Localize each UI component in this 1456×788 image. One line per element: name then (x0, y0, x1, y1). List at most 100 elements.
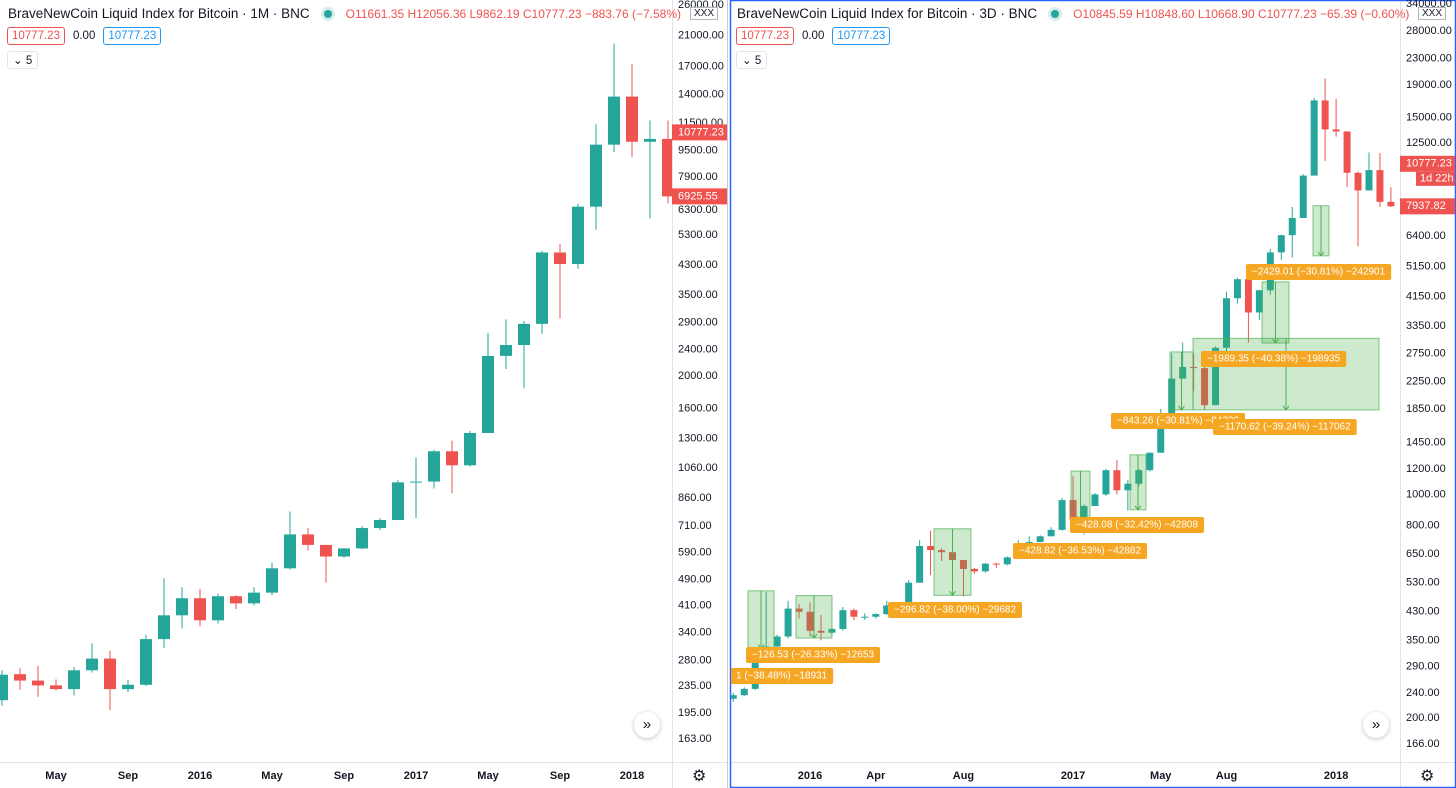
y-tick-label: 15000.00 (1406, 112, 1452, 124)
settings[interactable]: ⚙ (692, 768, 707, 785)
symbol-box[interactable]: XXX (690, 7, 719, 20)
y-tick-label: 350.00 (1406, 634, 1440, 646)
candle-body (194, 598, 206, 621)
measure-label: −428.82 (−36.53%) −42882 (1019, 546, 1141, 557)
candle-body (1387, 201, 1395, 207)
y-tick-label: 800.00 (1406, 519, 1440, 531)
y-tick-label: 1600.00 (678, 402, 718, 414)
price-label-bg (1400, 198, 1455, 215)
candle-body (86, 658, 98, 671)
candle-body (872, 614, 880, 617)
candle-body (981, 563, 989, 572)
candle-body (410, 481, 422, 483)
candle-body (927, 546, 935, 551)
y-tick-label: 17000.00 (678, 60, 724, 72)
price-label: 7937.82 (1406, 200, 1446, 212)
candle-body (68, 670, 80, 690)
candle-body (572, 206, 584, 265)
measure-label: −1989.35 (−40.38%) −198935 (1207, 354, 1341, 365)
countdown: 1d 22h (1420, 173, 1454, 185)
measure-label-bg (1070, 517, 1205, 533)
measure-label: −296.82 (−38.00%) −29682 (894, 605, 1016, 616)
ask-badge[interactable]: 10777.23 (103, 27, 162, 45)
measure-label-bg (1246, 264, 1392, 280)
candle-body (1354, 172, 1362, 191)
y-tick-label: 1850.00 (1406, 403, 1446, 415)
candle-body (428, 451, 440, 482)
candle-body (938, 550, 946, 553)
y-tick-label: 2750.00 (1406, 348, 1446, 360)
candle-body (158, 615, 170, 640)
candle-body (536, 252, 548, 324)
candle-body (806, 611, 814, 631)
candle-body (839, 610, 847, 629)
candle-body (1223, 298, 1230, 348)
measure-arrowhead (1272, 338, 1279, 344)
candle-body (905, 582, 913, 604)
bid-badge[interactable]: 10777.23 (736, 27, 794, 45)
y-tick-label: 240.00 (1406, 687, 1440, 699)
x-tick-label: Sep (118, 770, 138, 782)
y-tick-label: 235.00 (678, 680, 712, 692)
y-tick-label: 3350.00 (1406, 320, 1446, 332)
candle-body (32, 680, 44, 686)
x-tick-label: Aug (1216, 770, 1237, 782)
status-dot (323, 9, 332, 18)
indicators-toggle[interactable]: ⌄ 5 (736, 51, 768, 69)
scroll-to-latest[interactable]: » (634, 712, 660, 738)
settings[interactable]: ⚙ (1420, 768, 1435, 785)
x-tick-label: May (477, 770, 499, 782)
y-tick-label: 490.00 (678, 574, 712, 586)
candle-body (1201, 368, 1209, 406)
legend: BraveNewCoin Liquid Index for Bitcoin · … (8, 6, 681, 21)
y-tick-label: 12500.00 (1406, 137, 1452, 149)
bid-badge[interactable]: 10777.23 (7, 27, 65, 45)
y-tick-label: 6300.00 (678, 204, 718, 216)
x-tick-label: 2017 (404, 770, 428, 782)
indicators-toggle[interactable]: ⌄ 5 (7, 51, 39, 69)
x-tick-label: Sep (550, 770, 570, 782)
candle-body (392, 482, 404, 521)
plot-area: 1 (−38.48%) −18931 −126.53 (−26.33%) −126… (731, 78, 1395, 702)
indicator-count: 5 (25, 55, 33, 67)
candle-body (773, 636, 781, 647)
y-tick-label: 1300.00 (678, 432, 718, 444)
measure-label-bg (888, 602, 1023, 618)
spread: 0.00 (72, 30, 96, 42)
x-tick-label: 2016 (798, 770, 822, 782)
measure-label: −2429.01 (−30.81%) −242901 (1252, 267, 1386, 278)
candle-body (731, 695, 737, 699)
price-label-bg (1400, 155, 1455, 172)
y-tick-label: 2000.00 (678, 370, 718, 382)
candle-body (644, 138, 656, 142)
y-tick-label: 28000.00 (1406, 25, 1452, 37)
ask-badge[interactable]: 10777.23 (832, 27, 891, 45)
candle-body (1244, 279, 1252, 313)
measure-label-bg (1013, 543, 1148, 559)
y-tick-label: 410.00 (678, 599, 712, 611)
measure-arrowhead (949, 591, 956, 597)
candle-body (230, 596, 242, 604)
candle-body (1365, 170, 1373, 191)
measure-arrowhead (1317, 251, 1325, 257)
y-tick-label: 1200.00 (1406, 463, 1446, 475)
candle-body (464, 432, 476, 466)
x-tick-label: May (261, 770, 283, 782)
candle-body (861, 616, 869, 618)
candle-body (1179, 366, 1187, 379)
symbol-box[interactable]: XXX (1418, 7, 1447, 20)
measure-label-bg (1201, 351, 1347, 367)
x-tick-label: 2017 (1061, 770, 1085, 782)
legend: BraveNewCoin Liquid Index for Bitcoin · … (737, 6, 1409, 21)
candle-body (248, 592, 260, 604)
candle-body (795, 608, 803, 612)
chart-title: BraveNewCoin Liquid Index for Bitcoin · … (8, 6, 310, 21)
candle-body (662, 138, 672, 197)
countdown-bg (1416, 171, 1455, 186)
candle-body (14, 674, 26, 681)
y-tick-label: 6400.00 (1406, 230, 1446, 242)
y-tick-label: 7900.00 (678, 171, 718, 183)
y-tick-label: 195.00 (678, 707, 712, 719)
scroll-to-latest[interactable]: » (1363, 712, 1389, 738)
